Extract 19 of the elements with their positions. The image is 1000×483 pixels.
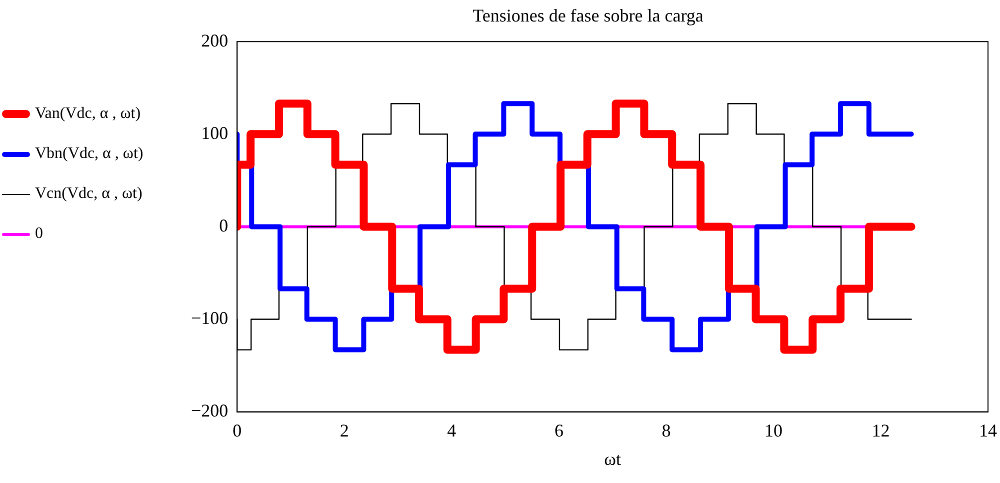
x-tick-label: 2 bbox=[340, 420, 349, 440]
x-tick-label: 0 bbox=[232, 420, 242, 440]
legend-label: Vcn(Vdc, α , ωt) bbox=[35, 185, 142, 203]
x-tick-label: 6 bbox=[554, 420, 564, 440]
y-tick-label: −200 bbox=[190, 400, 228, 421]
x-tick-label: 14 bbox=[979, 420, 997, 440]
x-tick-label: 10 bbox=[764, 420, 782, 440]
y-tick-label: −100 bbox=[190, 308, 228, 328]
x-tick-label: 4 bbox=[447, 420, 456, 440]
chart-title: Tensiones de fase sobre la carga bbox=[472, 6, 704, 26]
legend-label: 0 bbox=[35, 225, 43, 243]
x-tick-label: 12 bbox=[872, 420, 890, 440]
x-axis-title: ωt bbox=[604, 448, 622, 469]
legend-label: Van(Vdc, α , ωt) bbox=[35, 105, 141, 123]
y-tick-label: 200 bbox=[201, 30, 228, 50]
y-tick-label: 100 bbox=[201, 122, 228, 143]
legend-label: Vbn(Vdc, α , ωt) bbox=[35, 145, 144, 163]
x-tick-label: 8 bbox=[662, 420, 671, 440]
y-tick-label: 0 bbox=[219, 215, 228, 236]
